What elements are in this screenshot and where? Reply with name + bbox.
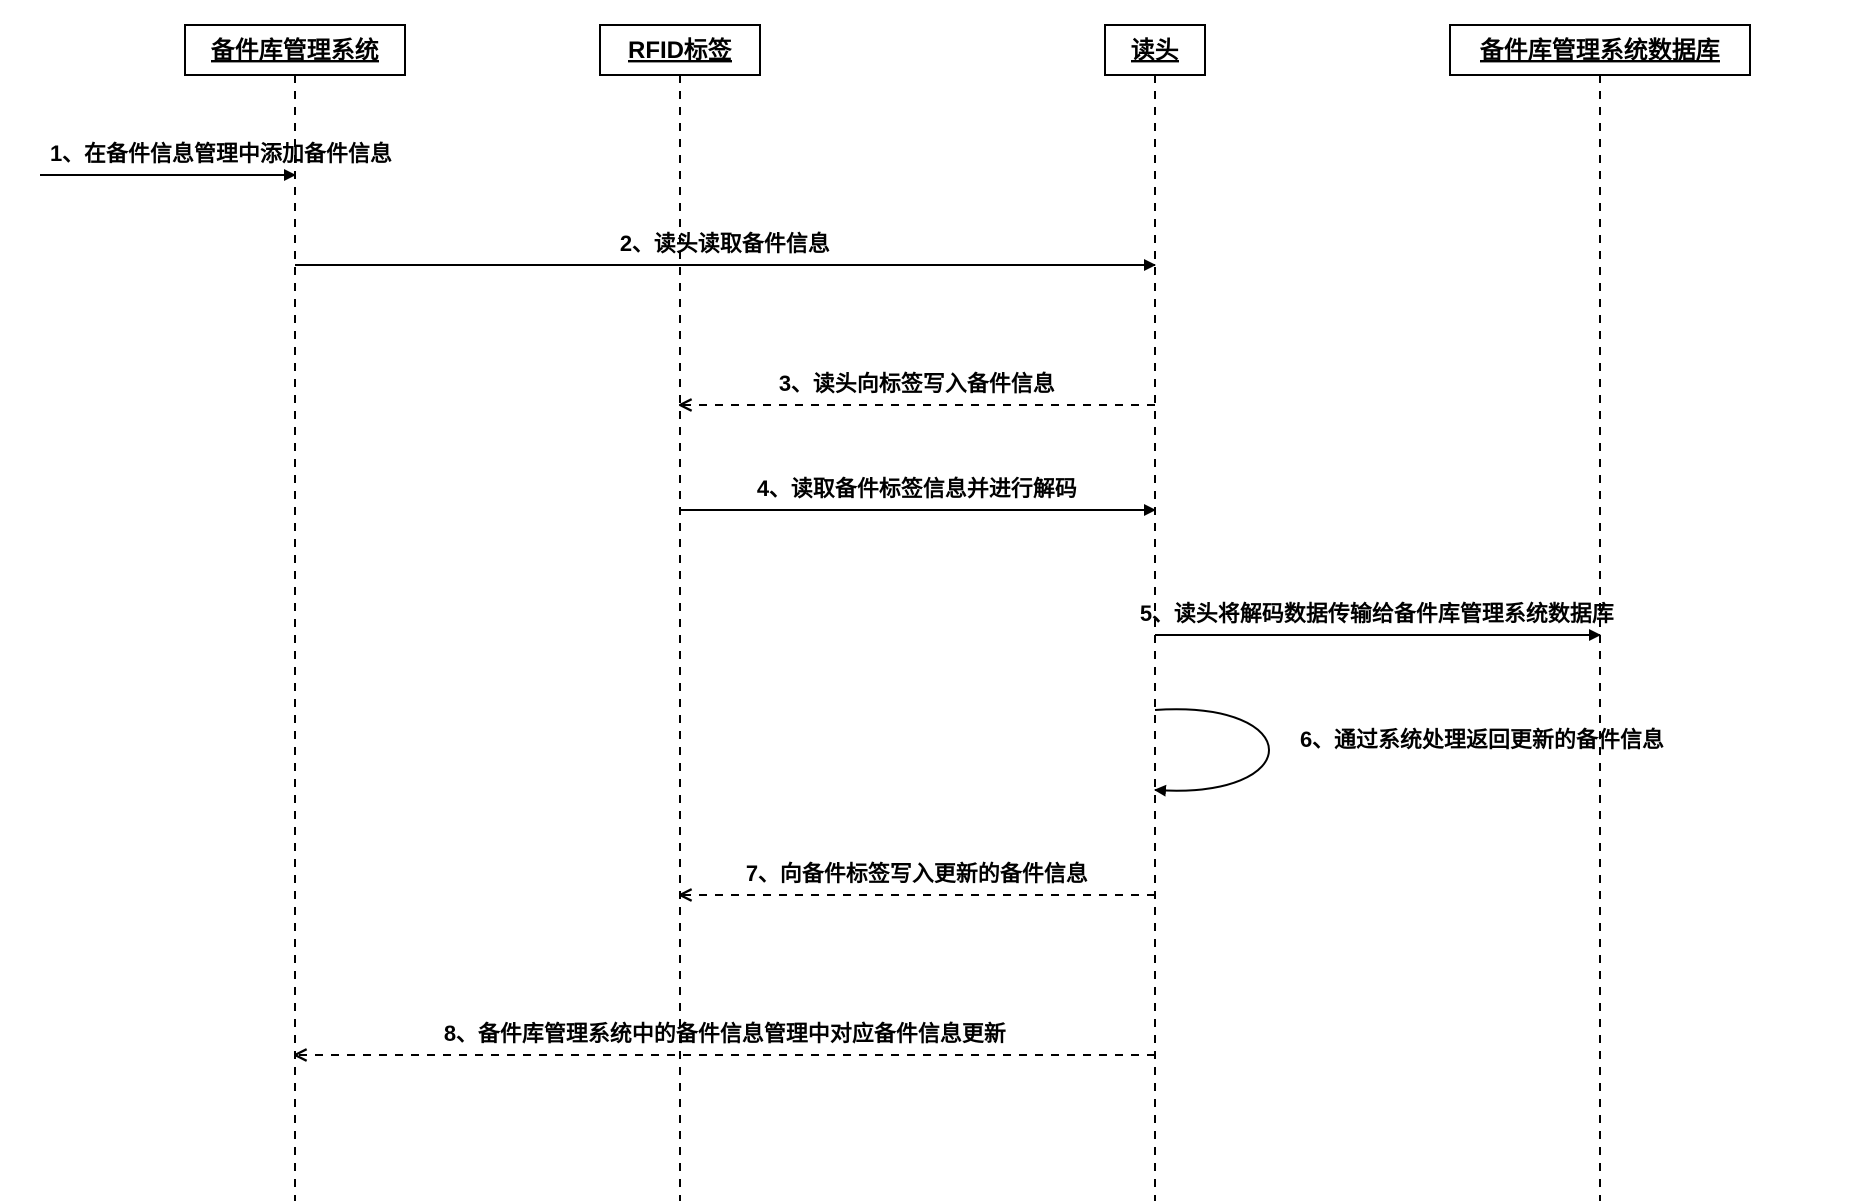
participant-label-p4: 备件库管理系统数据库 <box>1479 36 1720 64</box>
message-label-m4: 4、读取备件标签信息并进行解码 <box>757 476 1077 501</box>
message-label-m8: 8、备件库管理系统中的备件信息管理中对应备件信息更新 <box>444 1021 1006 1046</box>
message-label-m7: 7、向备件标签写入更新的备件信息 <box>746 861 1088 886</box>
message-label-m3: 3、读头向标签写入备件信息 <box>779 371 1055 396</box>
message-label-m6: 6、通过系统处理返回更新的备件信息 <box>1300 727 1664 752</box>
message-label-m2: 2、读头读取备件信息 <box>620 231 830 256</box>
message-label-m1: 1、在备件信息管理中添加备件信息 <box>50 141 392 166</box>
sequence-diagram: 备件库管理系统 RFID标签 读头 备件库管理系统数据库 1、在备件信息管理中添加备件信… <box>0 0 1867 1201</box>
participant-label-p2: RFID标签 <box>628 36 733 64</box>
participant-label-p3: 读头 <box>1131 37 1179 64</box>
participant-label-p1: 备件库管理系统 <box>210 36 379 64</box>
message-label-m5: 5、读头将解码数据传输给备件库管理系统数据库 <box>1140 601 1614 626</box>
